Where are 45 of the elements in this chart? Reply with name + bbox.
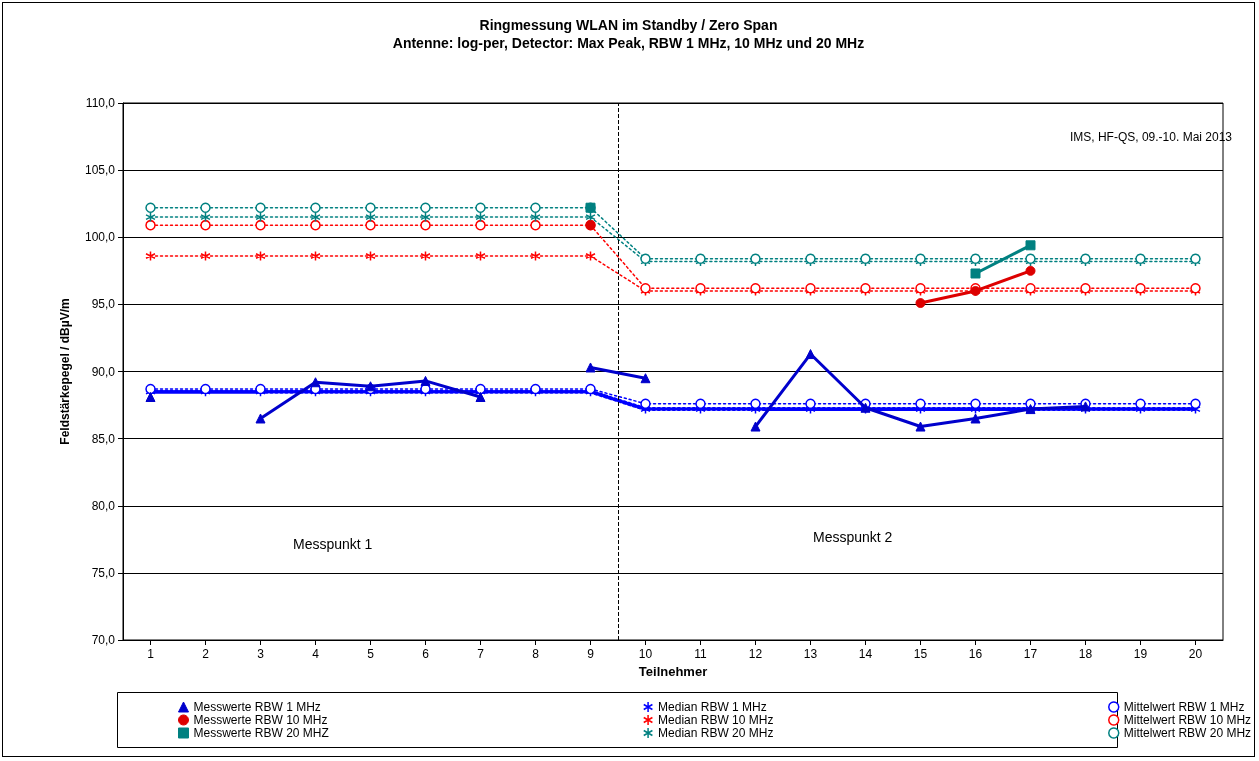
legend-label: Mittelwert RBW 10 MHz xyxy=(1123,713,1252,727)
x-tick-label: 19 xyxy=(1133,647,1148,661)
x-tick-label: 4 xyxy=(312,647,320,661)
annotation: Messpunkt 1 xyxy=(293,536,373,552)
x-tick-label: 6 xyxy=(422,647,430,661)
legend-label: Median RBW 10 MHz xyxy=(658,713,774,727)
y-tick-label: 70,0 xyxy=(91,633,116,647)
x-tick-label: 15 xyxy=(913,647,928,661)
y-tick-label: 105,0 xyxy=(84,163,116,178)
x-tick-label: 18 xyxy=(1078,647,1093,661)
x-tick-label: 16 xyxy=(968,647,983,661)
x-tick-label: 7 xyxy=(477,647,485,661)
annotation: Messpunkt 2 xyxy=(813,529,893,545)
x-tick-label: 2 xyxy=(202,647,210,661)
x-tick-label: 20 xyxy=(1188,647,1203,661)
y-tick-label: 90,0 xyxy=(91,364,116,379)
y-tick-label: 100,0 xyxy=(84,230,116,245)
x-tick-label: 5 xyxy=(367,647,375,661)
x-tick-label: 8 xyxy=(532,647,540,661)
annotation: IMS, HF-QS, 09.-10. Mai 2013 xyxy=(1069,130,1233,144)
y-tick-label: 80,0 xyxy=(91,498,116,513)
y-tick-label: 85,0 xyxy=(91,431,116,446)
chart-subtitle: Antenne: log-per, Detector: Max Peak, RBW 1 MHz, 10 MHz und 20 MHz xyxy=(392,35,865,51)
x-tick-label: 11 xyxy=(694,647,708,661)
x-tick-label: 3 xyxy=(257,647,265,661)
y-tick-label: 95,0 xyxy=(91,297,116,312)
legend-label: Median RBW 1 MHz xyxy=(658,700,767,714)
x-tick-label: 12 xyxy=(748,647,763,661)
x-axis-title: Teilnehmer xyxy=(638,663,708,679)
legend-label: Messwerte RBW 1 MHz xyxy=(193,700,321,714)
x-tick-label: 14 xyxy=(858,647,873,661)
legend-label: Mittelwert RBW 20 MHz xyxy=(1123,726,1252,740)
x-tick-label: 17 xyxy=(1023,647,1038,661)
chart-title: Ringmessung WLAN im Standby / Zero Span xyxy=(479,17,778,33)
legend-label: Mittelwert RBW 1 MHz xyxy=(1123,700,1245,714)
y-tick-label: 75,0 xyxy=(91,565,116,580)
legend-label: Messwerte RBW 20 MHZ xyxy=(193,726,329,740)
x-tick-label: 13 xyxy=(803,647,818,661)
y-axis-title: Feldstärkepegel / dBµV/m xyxy=(58,298,72,445)
x-tick-label: 10 xyxy=(638,647,653,661)
x-tick-label: 1 xyxy=(147,647,155,661)
y-tick-label: 110,0 xyxy=(85,96,116,110)
legend-label: Median RBW 20 MHz xyxy=(658,726,774,740)
x-tick-label: 9 xyxy=(587,647,595,661)
legend-label: Messwerte RBW 10 MHz xyxy=(193,713,328,727)
